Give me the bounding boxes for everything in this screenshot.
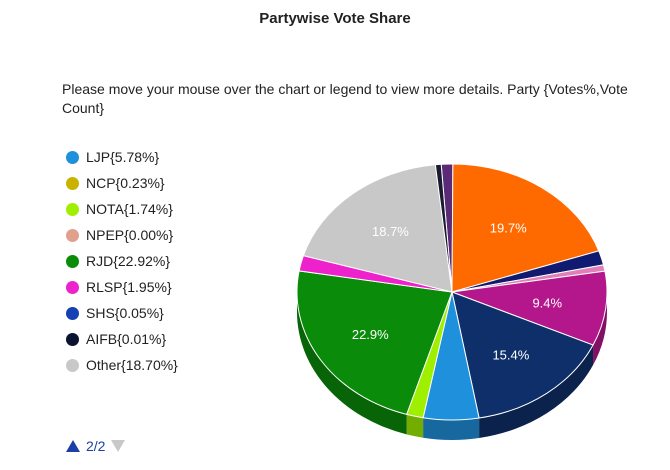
legend-label: NCP{0.23%} [86, 175, 165, 191]
legend-dot-icon [66, 358, 79, 372]
legend-dot-icon [66, 254, 79, 268]
legend-label: AIFB{0.01%} [86, 331, 167, 347]
legend-dot-icon [66, 202, 79, 216]
page-down-icon[interactable] [111, 440, 126, 452]
pie-slice-dark[interactable] [434, 163, 453, 293]
legend-dot-icon [66, 176, 79, 190]
legend-dot-icon [66, 228, 79, 242]
legend-dot-icon [66, 306, 79, 320]
slice-label: 18.7% [372, 224, 409, 239]
pie-slice-orange[interactable] [451, 163, 600, 293]
legend-label: LJP{5.78%} [86, 149, 160, 165]
pie-slice-magenta[interactable] [451, 270, 608, 346]
info-text: Please move your mouse over the chart or… [62, 81, 628, 116]
pie-side-NOTA[interactable] [406, 414, 424, 438]
slice-label: 15.4% [492, 348, 529, 363]
legend-item[interactable]: Other{18.70%} [66, 352, 178, 378]
legend-label: RJD{22.92%} [86, 253, 171, 269]
pager-text: 2/2 [86, 438, 106, 454]
legend: LJP{5.78%} NCP{0.23%} NOTA{1.74%} NPEP{0.00… [66, 144, 178, 378]
legend-dot-icon [66, 280, 79, 294]
legend-label: NOTA{1.74%} [86, 201, 173, 217]
page-up-icon[interactable] [66, 440, 80, 452]
slice-label: 22.9% [352, 327, 389, 342]
legend-item[interactable]: NCP{0.23%} [66, 170, 178, 196]
legend-label: NPEP{0.00%} [86, 227, 174, 243]
legend-label: SHS{0.05%} [86, 305, 164, 321]
slice-label: 19.7% [490, 221, 527, 236]
legend-item[interactable]: NOTA{1.74%} [66, 196, 178, 222]
legend-item[interactable]: RLSP{1.95%} [66, 274, 178, 300]
legend-item[interactable]: LJP{5.78%} [66, 144, 178, 170]
pie-slice-Other[interactable] [302, 164, 453, 293]
pie-side-RJD[interactable] [297, 292, 407, 435]
legend-item[interactable]: SHS{0.05%} [66, 300, 178, 326]
legend-pager: 2/2 [66, 436, 126, 456]
legend-item[interactable]: RJD{22.92%} [66, 248, 178, 274]
legend-label: Other{18.70%} [86, 357, 178, 373]
legend-dot-icon [66, 150, 79, 164]
chart-title: Partywise Vote Share [259, 10, 411, 27]
pie-slice-RJD[interactable] [296, 270, 453, 415]
slice-label: 9.4% [532, 295, 562, 310]
pie-side-LJP[interactable] [423, 417, 480, 440]
legend-dot-icon [66, 332, 79, 346]
pie-side-darkblue[interactable] [479, 345, 594, 439]
pie-side-magenta[interactable] [593, 292, 607, 366]
pie-slice-darkblue[interactable] [451, 291, 594, 419]
legend-item[interactable]: NPEP{0.00%} [66, 222, 178, 248]
legend-item[interactable]: AIFB{0.01%} [66, 326, 178, 352]
legend-label: RLSP{1.95%} [86, 279, 172, 295]
